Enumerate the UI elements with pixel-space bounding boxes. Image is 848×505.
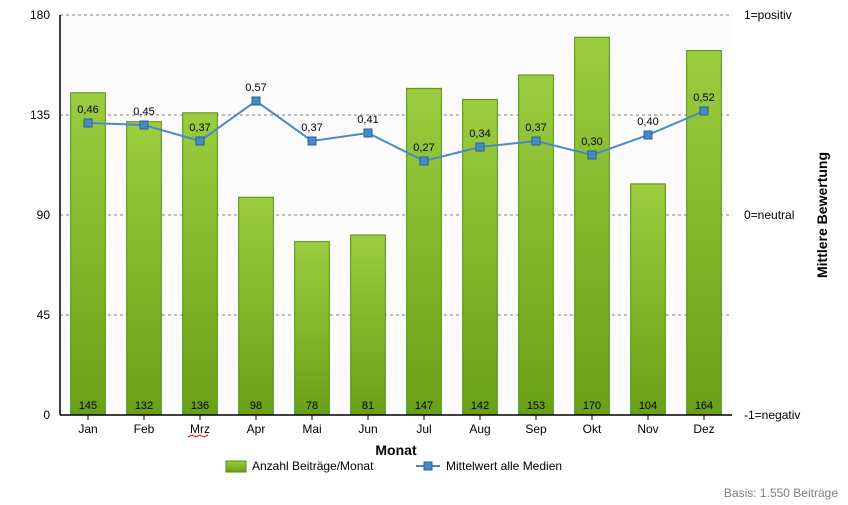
bar (407, 88, 442, 415)
legend-bar-label: Anzahl Beiträge/Monat (252, 459, 374, 473)
line-marker (420, 157, 428, 165)
bar (687, 51, 722, 415)
line-value-label: 0,41 (357, 114, 378, 126)
line-marker (140, 121, 148, 129)
bar (183, 113, 218, 415)
bar-value-label: 170 (583, 400, 601, 412)
line-value-label: 0,30 (581, 136, 602, 148)
x-tick-label: Aug (469, 422, 490, 436)
line-value-label: 0,27 (413, 142, 434, 154)
x-tick-label: Dez (693, 422, 714, 436)
line-marker (196, 137, 204, 145)
line-marker (588, 151, 596, 159)
bar-value-label: 132 (135, 400, 153, 412)
line-marker (308, 137, 316, 145)
legend-line-label: Mittelwert alle Medien (446, 459, 562, 473)
x-axis-title: Monat (375, 442, 417, 458)
line-value-label: 0,57 (245, 82, 266, 94)
bar-value-label: 78 (306, 400, 318, 412)
line-marker (532, 137, 540, 145)
line-value-label: 0,52 (693, 92, 714, 104)
y-left-tick-label: 0 (43, 408, 50, 422)
y-right-label: 1=positiv (744, 8, 792, 22)
y-left-tick-label: 135 (30, 108, 50, 122)
bar-value-label: 147 (415, 400, 433, 412)
bar-value-label: 98 (250, 400, 262, 412)
bar (351, 235, 386, 415)
line-marker (700, 107, 708, 115)
line-value-label: 0,37 (189, 122, 210, 134)
legend-line-marker (424, 462, 432, 470)
legend-bar-swatch (226, 461, 246, 472)
line-value-label: 0,37 (301, 122, 322, 134)
y-left-tick-label: 180 (30, 8, 50, 22)
footer-text: Basis: 1.550 Beiträge (724, 486, 838, 500)
combo-chart: 0 45 90 135 180 145 132 136 98 78 81 147 142 153 170 10… (0, 0, 848, 505)
y-left-tick-label: 90 (37, 208, 51, 222)
bar-value-label: 142 (471, 400, 489, 412)
x-tick-label: Jun (358, 422, 377, 436)
line-marker (476, 143, 484, 151)
x-tick-label: Sep (525, 422, 547, 436)
line-marker (84, 119, 92, 127)
y-right-label: -1=negativ (744, 408, 800, 422)
line-marker (644, 131, 652, 139)
x-tick-label: Mrz (190, 422, 210, 436)
x-tick-label: Jan (78, 422, 97, 436)
line-value-label: 0,45 (133, 106, 154, 118)
line-value-label: 0,40 (637, 116, 658, 128)
line-marker (252, 97, 260, 105)
x-tick-label: Apr (247, 422, 266, 436)
bar (127, 122, 162, 415)
bar-value-label: 104 (639, 400, 657, 412)
bar-value-label: 81 (362, 400, 374, 412)
x-tick-label: Okt (583, 422, 602, 436)
line-value-label: 0,46 (77, 104, 98, 116)
bar (575, 37, 610, 415)
line-marker (364, 129, 372, 137)
bar (295, 242, 330, 415)
y-right-label: 0=neutral (744, 208, 794, 222)
x-tick-label: Jul (416, 422, 431, 436)
x-tick-label: Nov (637, 422, 658, 436)
bar (239, 197, 274, 415)
x-tick-label: Mai (302, 422, 321, 436)
bar-value-label: 153 (527, 400, 545, 412)
bar (71, 93, 106, 415)
y-left-tick-label: 45 (37, 308, 51, 322)
bar-value-label: 136 (191, 400, 209, 412)
bar-value-label: 164 (695, 400, 713, 412)
line-value-label: 0,34 (469, 128, 490, 140)
bar (631, 184, 666, 415)
line-value-label: 0,37 (525, 122, 546, 134)
bar-value-label: 145 (79, 400, 97, 412)
x-tick-label: Feb (134, 422, 155, 436)
y-right-title: Mittlere Bewertung (814, 152, 830, 278)
